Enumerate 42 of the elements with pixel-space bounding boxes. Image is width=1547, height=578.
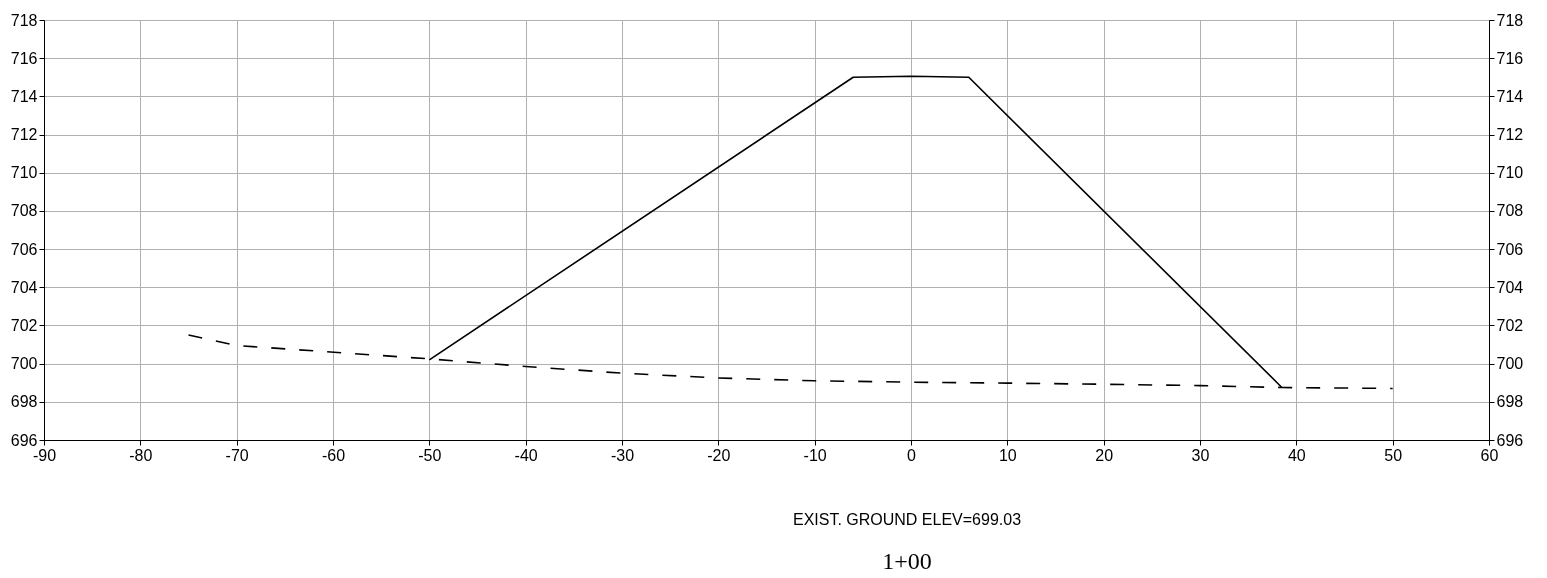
y2-tick-label: 712 [1496, 126, 1524, 144]
y2-tick-label: 718 [1496, 11, 1524, 29]
y-tick-label: 696 [10, 431, 38, 449]
x-tick-label: -30 [610, 446, 635, 464]
y-tick-label: 712 [10, 126, 38, 144]
x-tick-label: 30 [1191, 446, 1210, 464]
x-tick-label: 40 [1287, 446, 1306, 464]
y2-tick-label: 710 [1496, 164, 1524, 182]
y2-tick-label: 716 [1496, 49, 1524, 67]
y-tick-label: 716 [10, 49, 38, 67]
x-tick-label: -20 [707, 446, 731, 464]
y-tick-label: 700 [10, 355, 38, 373]
x-tick-label: 10 [998, 446, 1017, 464]
x-tick-label: -50 [418, 446, 442, 464]
x-tick-label: -80 [129, 446, 153, 464]
x-tick-label: -90 [32, 446, 57, 464]
y2-tick-label: 704 [1496, 278, 1524, 296]
x-tick-label: 50 [1384, 446, 1403, 464]
y-tick-label: 706 [10, 240, 38, 258]
text: 1+00 [882, 548, 932, 574]
x-tick-label: -60 [321, 446, 346, 464]
y-tick-label: 704 [10, 278, 38, 296]
y2-tick-label: 706 [1496, 240, 1524, 258]
y2-tick-label: 714 [1496, 87, 1524, 105]
x-tick-label: -70 [225, 446, 249, 464]
y2-tick-label: 698 [1496, 393, 1524, 411]
y-tick-label: 714 [10, 87, 38, 105]
x-tick-label: 60 [1480, 446, 1499, 464]
y-tick-label: 708 [10, 202, 38, 220]
x-tick-label: -40 [514, 446, 538, 464]
y-tick-label: 702 [10, 316, 38, 334]
y-tick-label: 710 [10, 164, 38, 182]
text: EXIST. GROUND ELEV=699.03 [792, 511, 1022, 528]
y-tick-label: 718 [10, 11, 38, 29]
x-tick-label: 20 [1095, 446, 1114, 464]
y2-tick-label: 702 [1496, 316, 1524, 334]
y2-tick-label: 696 [1496, 431, 1524, 449]
x-tick-label: 0 [907, 446, 917, 464]
y2-tick-label: 700 [1496, 355, 1524, 373]
x-tick-label: -10 [803, 446, 827, 464]
y2-tick-label: 708 [1496, 202, 1524, 220]
y-tick-label: 698 [10, 393, 38, 411]
